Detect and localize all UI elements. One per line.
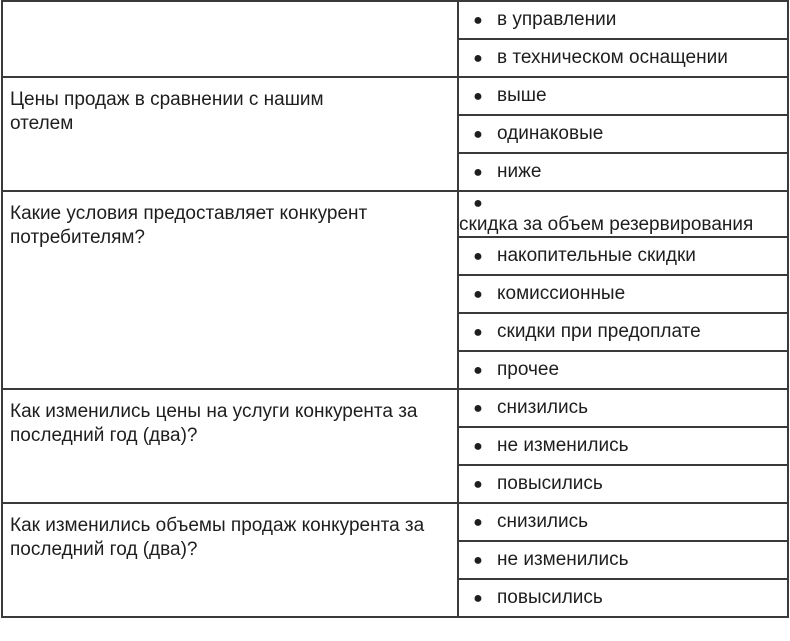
table-row: ● одинаковые (2, 114, 789, 154)
question-cell (1, 0, 459, 78)
option-label: не изменились (497, 435, 629, 456)
bullet-icon: ● (473, 552, 483, 569)
option-label: скидка за объем резервирования (459, 214, 754, 235)
bullet-icon: ● (473, 590, 483, 607)
option-label: снизились (497, 511, 589, 532)
table-row: Как изменились объемы продаж конкурента … (1, 502, 789, 618)
option-label: снизились (497, 397, 589, 418)
option-cell: ● ниже (457, 152, 789, 192)
option-cell: ● снизились (457, 502, 789, 542)
bullet-icon: ● (473, 438, 483, 455)
table-row: Какие условия предоставляет конкурент по… (1, 190, 789, 390)
option-label: повысились (497, 587, 603, 608)
table-row: ● в техническом оснащении (2, 38, 789, 78)
bullet-icon: ● (473, 400, 483, 417)
table-row: Цены продаж в сравнении с нашим отелем ● в… (1, 76, 789, 192)
bullet-icon: ● (473, 362, 483, 379)
bullet-icon: ● (473, 248, 483, 265)
option-cell: ● не изменились (457, 426, 789, 466)
bullet-icon: ● (473, 476, 483, 493)
bullet-icon: ● (473, 514, 483, 531)
option-cell: ● скидки при предоплате (457, 312, 789, 352)
option-cell: ● снизились (457, 388, 789, 428)
table-row: ● накопительные скидки (2, 236, 789, 276)
table-row: ● ниже (2, 152, 789, 192)
option-label: выше (497, 85, 547, 106)
question-cell: Какие условия предоставляет конкурент по… (1, 190, 459, 390)
question-cell: Как изменились объемы продаж конкурента … (1, 502, 459, 618)
bullet-icon: ● (473, 126, 483, 143)
table-row: ● не изменились (2, 426, 789, 466)
option-cell: ● в управлении (457, 0, 789, 40)
option-label: повысились (497, 473, 603, 494)
bullet-icon: ● (473, 324, 483, 341)
option-cell: ● в техническом оснащении (457, 38, 789, 78)
option-cell: ● не изменились (457, 540, 789, 580)
question-cell: Как изменились цены на услуги конкурента… (1, 388, 459, 504)
questionnaire-table: ● в управлении ● в техническом оснащении Цен… (1, 0, 789, 618)
table-row: ● скидки при предоплате (2, 312, 789, 352)
table-row: ● повысились (2, 578, 789, 618)
option-cell: ● повысились (457, 578, 789, 618)
option-cell: ● скидка за объем резервирования (457, 190, 789, 238)
option-label: прочее (497, 359, 560, 380)
option-cell: ● комиссионные (457, 274, 789, 314)
option-cell: ● повысились (457, 464, 789, 504)
option-label: одинаковые (497, 123, 604, 144)
table-row: ● не изменились (2, 540, 789, 580)
option-label: в управлении (497, 9, 617, 30)
table-row: Как изменились цены на услуги конкурента… (1, 388, 789, 504)
option-label: накопительные скидки (497, 245, 696, 266)
table-row: ● в управлении (1, 0, 789, 78)
option-label: не изменились (497, 549, 629, 570)
table-row: ● прочее (2, 350, 789, 390)
option-label: в техническом оснащении (497, 47, 728, 68)
bullet-icon: ● (473, 12, 483, 29)
option-label: комиссионные (497, 283, 626, 304)
question-cell: Цены продаж в сравнении с нашим отелем (1, 76, 459, 192)
option-label: ниже (497, 161, 542, 182)
table-row: ● повысились (2, 464, 789, 504)
option-cell: ● выше (457, 76, 789, 116)
option-cell: ● накопительные скидки (457, 236, 789, 276)
table-row: ● комиссионные (2, 274, 789, 314)
option-label: скидки при предоплате (497, 321, 701, 342)
option-cell: ● прочее (457, 350, 789, 390)
bullet-icon: ● (473, 164, 483, 181)
option-cell: ● одинаковые (457, 114, 789, 154)
bullet-icon: ● (473, 50, 483, 67)
bullet-icon: ● (473, 195, 483, 212)
bullet-icon: ● (473, 286, 483, 303)
bullet-icon: ● (473, 88, 483, 105)
